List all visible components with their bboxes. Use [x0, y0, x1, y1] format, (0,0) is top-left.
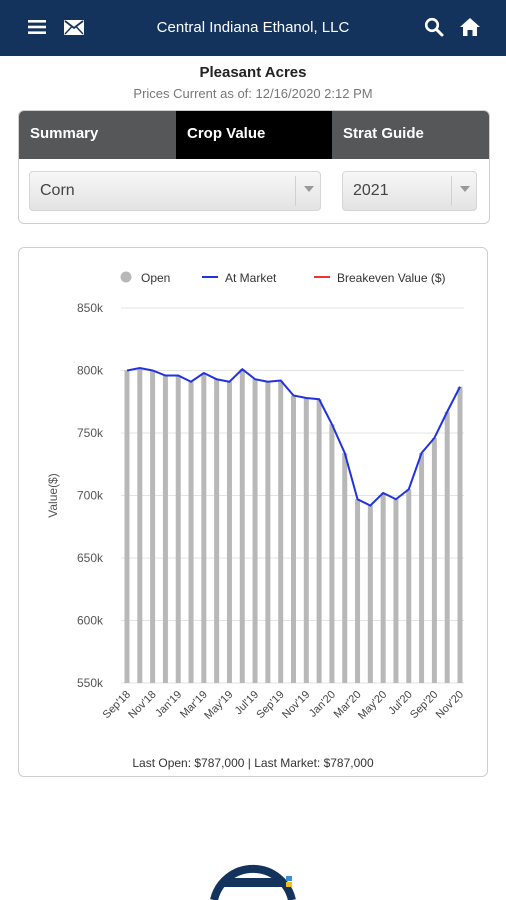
x-tick-label: May'19 [202, 689, 235, 722]
bar [380, 493, 386, 683]
bar [214, 379, 220, 683]
bar [162, 375, 168, 683]
bar [342, 453, 348, 683]
app-title: Central Indiana Ethanol, LLC [156, 19, 350, 36]
bar [419, 453, 425, 683]
crop-value-panel: Summary Crop Value Strat Guide Corn 2021 [18, 110, 490, 224]
tab-crop-value-label: Crop Value [187, 125, 266, 142]
mail-icon[interactable] [61, 14, 87, 40]
y-tick-label: 800k [77, 364, 104, 378]
legend-label-breakeven: Breakeven Value ($) [337, 271, 446, 285]
x-tick-label: Sep'20 [408, 689, 440, 721]
tab-strat-guide[interactable]: Strat Guide [332, 111, 489, 159]
bar [444, 411, 450, 683]
x-tick-label: May'20 [356, 689, 389, 722]
bar [291, 395, 296, 683]
search-icon[interactable] [421, 14, 447, 40]
bar [201, 373, 207, 683]
top-app-bar: Central Indiana Ethanol, LLC [0, 0, 506, 56]
x-tick-label: Nov'19 [280, 689, 312, 721]
bar [226, 381, 232, 683]
y-tick-label: 750k [77, 426, 104, 440]
home-icon[interactable] [457, 14, 483, 40]
bar [303, 398, 309, 683]
menu-icon[interactable] [24, 14, 50, 40]
tab-crop-value[interactable]: Crop Value [176, 111, 477, 159]
bar [457, 386, 463, 683]
bar [124, 370, 130, 683]
crop-select[interactable]: Corn [29, 171, 321, 211]
year-select-value: 2021 [353, 182, 389, 199]
bar [393, 499, 399, 683]
bar [278, 380, 284, 683]
bar [406, 489, 412, 683]
crop-value-chart-card: 550k 600k 650k 700k 750k 800k 850k Value($) Sep'… [18, 247, 488, 777]
crop-select-value: Corn [40, 182, 75, 199]
y-tick-label: 550k [77, 676, 104, 690]
x-tick-label: Nov'20 [434, 689, 466, 721]
bar [355, 499, 361, 683]
y-tick-label: 600k [77, 614, 104, 628]
x-tick-label: Sep'18 [101, 689, 133, 721]
bar [316, 399, 322, 683]
company-logo-icon [210, 864, 296, 900]
bar [150, 370, 156, 683]
bar [188, 381, 194, 683]
tab-summary-label: Summary [30, 125, 99, 142]
bar [431, 438, 437, 683]
bar [175, 375, 181, 683]
y-tick-label: 700k [77, 489, 104, 503]
x-tick-label: Sep'19 [254, 689, 286, 721]
bar [367, 505, 373, 683]
year-select[interactable]: 2021 [342, 171, 477, 211]
bar [252, 379, 258, 683]
chevron-down-icon [451, 176, 476, 206]
chevron-down-icon [295, 176, 320, 206]
legend-marker-open [120, 271, 132, 283]
bar [329, 424, 335, 683]
y-tick-label: 650k [77, 551, 104, 565]
bar [137, 368, 143, 683]
legend-label-open: Open [141, 271, 170, 285]
bar [265, 381, 271, 683]
bar [239, 369, 245, 683]
y-tick-label: 850k [77, 301, 104, 315]
tab-summary[interactable]: Summary [19, 111, 176, 159]
series-line-at-market [126, 366, 461, 507]
farm-name: Pleasant Acres [199, 64, 307, 81]
chart-footer: Last Open: $787,000 | Last Market: $787,… [132, 756, 374, 770]
prices-current-timestamp: Prices Current as of: 12/16/2020 2:12 PM [133, 86, 373, 101]
crop-value-chart: 550k 600k 650k 700k 750k 800k 850k Value($) Sep'… [46, 271, 466, 770]
legend-label-at-market: At Market [225, 271, 277, 285]
y-axis-label: Value($) [46, 473, 60, 517]
x-tick-label: Nov'18 [126, 689, 158, 721]
tab-strat-guide-label: Strat Guide [343, 125, 424, 142]
